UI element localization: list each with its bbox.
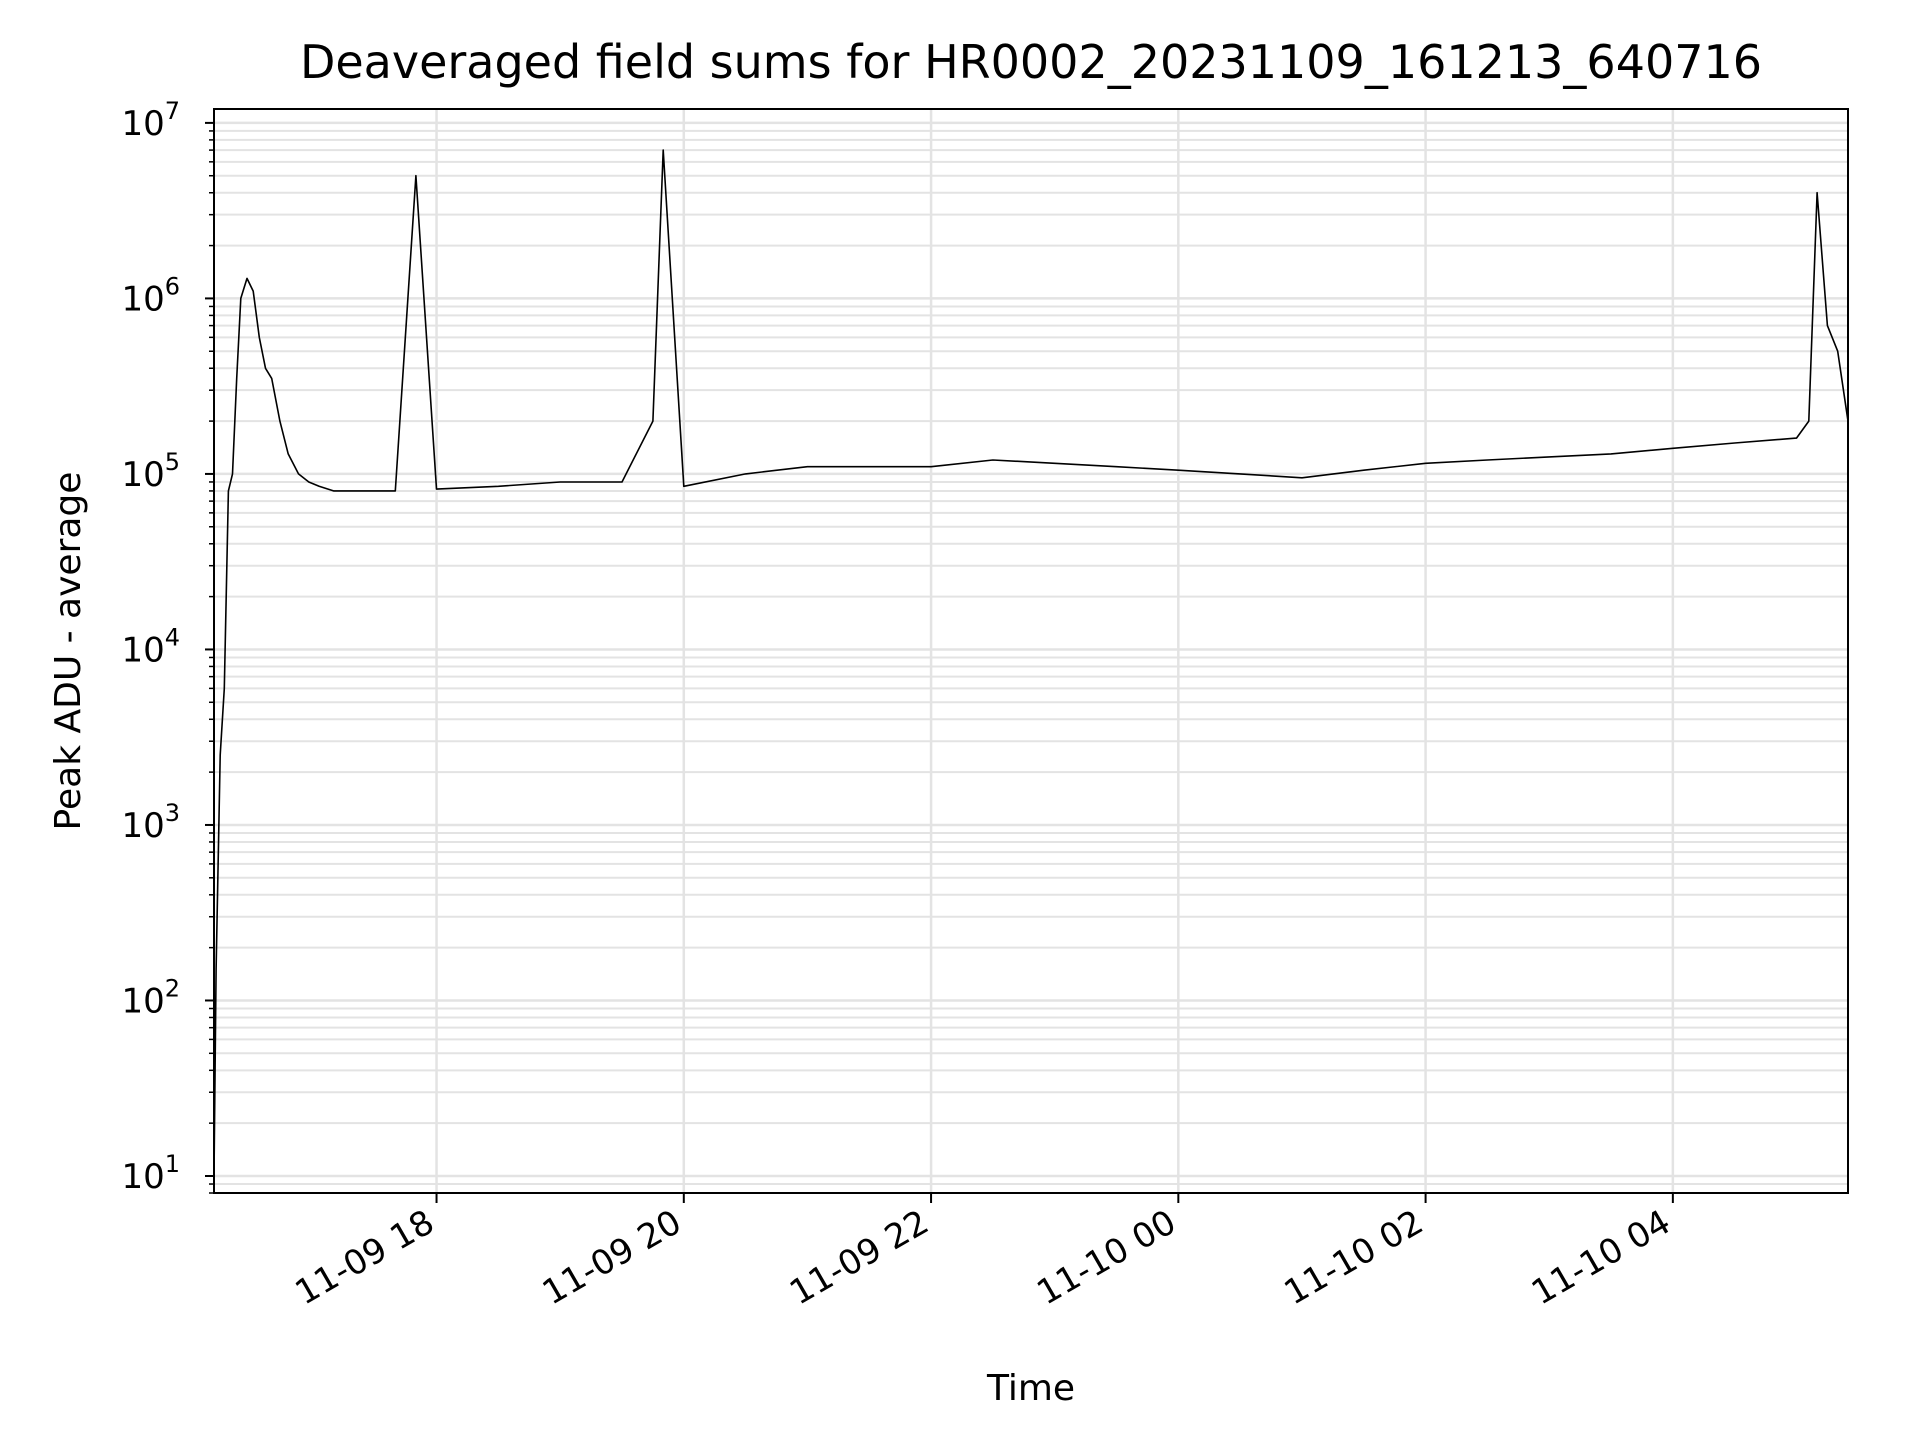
y-tick-label: 105 <box>121 448 180 495</box>
y-tick-label: 104 <box>121 623 180 670</box>
series-layer <box>213 149 1849 1177</box>
minor-grid <box>214 129 1848 1194</box>
major-grid <box>214 109 1848 1193</box>
series-line <box>213 149 1849 1177</box>
y-axis-label: Peak ADU - average <box>48 472 89 831</box>
chart-title: Deaveraged field sums for HR0002_2023110… <box>300 35 1762 89</box>
y-axis: 101 102 103 104 105 106 107 <box>121 97 214 1197</box>
y-tick-label: 106 <box>121 272 180 319</box>
x-axis-label: Time <box>986 1368 1075 1409</box>
y-tick-label: 101 <box>121 1150 180 1197</box>
plot-frame <box>213 108 1849 1194</box>
y-tick-label: 107 <box>121 97 180 144</box>
y-tick-label: 102 <box>121 974 180 1021</box>
y-tick-label: 103 <box>121 799 180 846</box>
